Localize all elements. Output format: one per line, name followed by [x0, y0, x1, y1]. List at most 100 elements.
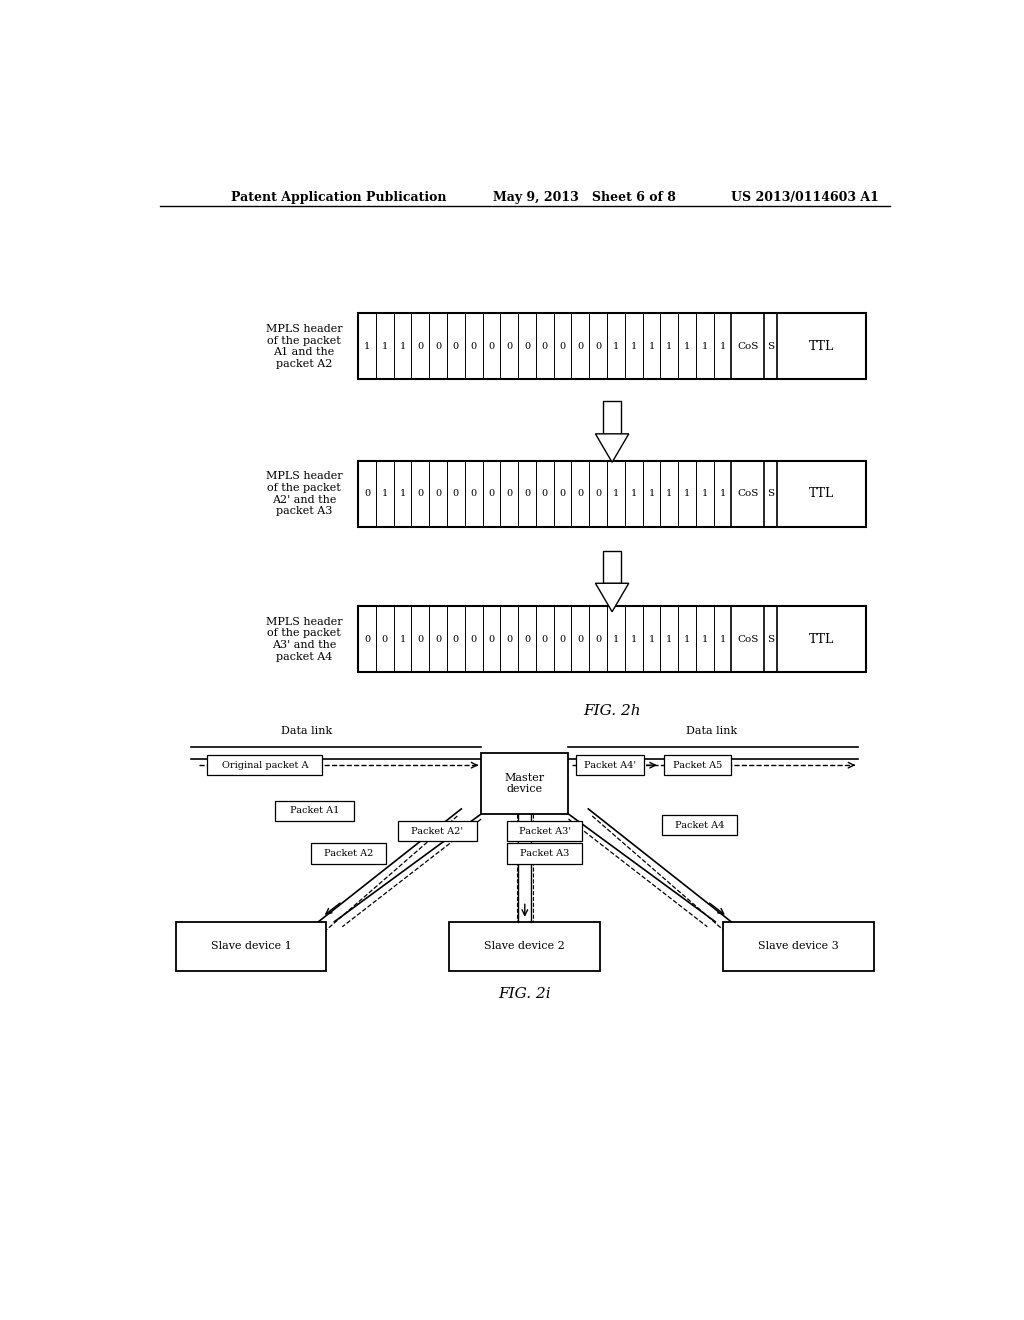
Bar — [507, 843, 582, 863]
Text: Data link: Data link — [686, 726, 737, 735]
Text: Slave device 3: Slave device 3 — [758, 941, 839, 952]
Text: 0: 0 — [506, 635, 512, 644]
Text: MPLS header
of the packet
A3' and the
packet A4: MPLS header of the packet A3' and the pa… — [265, 616, 342, 661]
Text: 1: 1 — [631, 635, 637, 644]
Text: 0: 0 — [578, 490, 584, 499]
Text: 0: 0 — [435, 635, 441, 644]
Bar — [358, 313, 866, 379]
Bar — [663, 814, 736, 836]
Text: 1: 1 — [648, 635, 654, 644]
Text: 0: 0 — [364, 635, 370, 644]
Text: 0: 0 — [595, 635, 601, 644]
Text: Patent Application Publication: Patent Application Publication — [231, 190, 446, 203]
Text: 1: 1 — [612, 635, 620, 644]
Text: FIG. 2i: FIG. 2i — [499, 987, 551, 1001]
Text: 1: 1 — [612, 342, 620, 351]
Text: 1: 1 — [631, 490, 637, 499]
Text: Packet A4: Packet A4 — [675, 821, 724, 830]
Text: 0: 0 — [471, 490, 477, 499]
Bar — [577, 755, 644, 775]
Text: 0: 0 — [453, 490, 459, 499]
Text: 0: 0 — [364, 490, 370, 499]
Text: 1: 1 — [648, 490, 654, 499]
Text: Master
device: Master device — [505, 772, 545, 795]
Bar — [274, 801, 354, 821]
Bar — [603, 550, 621, 583]
Text: 1: 1 — [399, 635, 406, 644]
Text: Packet A1: Packet A1 — [290, 807, 339, 816]
Text: 0: 0 — [471, 342, 477, 351]
Text: 1: 1 — [684, 635, 690, 644]
Text: 0: 0 — [488, 490, 495, 499]
Text: 1: 1 — [720, 490, 726, 499]
Text: 1: 1 — [666, 635, 673, 644]
Text: 0: 0 — [524, 490, 530, 499]
Text: 1: 1 — [631, 342, 637, 351]
Text: Packet A3': Packet A3' — [518, 826, 570, 836]
Text: 1: 1 — [666, 342, 673, 351]
Bar — [358, 461, 866, 527]
Text: Packet A2: Packet A2 — [324, 849, 373, 858]
Text: Packet A5: Packet A5 — [673, 760, 722, 770]
Text: 0: 0 — [595, 490, 601, 499]
Text: 0: 0 — [559, 342, 565, 351]
Text: Original packet A: Original packet A — [221, 760, 308, 770]
Text: 0: 0 — [435, 490, 441, 499]
Text: TTL: TTL — [809, 341, 835, 352]
Bar — [603, 401, 621, 434]
Text: 0: 0 — [418, 490, 424, 499]
Text: 1: 1 — [684, 342, 690, 351]
Text: 0: 0 — [418, 635, 424, 644]
Text: US 2013/0114603 A1: US 2013/0114603 A1 — [731, 190, 879, 203]
Text: FIG. 2h: FIG. 2h — [584, 704, 641, 718]
Text: Packet A4': Packet A4' — [584, 760, 636, 770]
Text: TTL: TTL — [809, 487, 835, 500]
Bar — [507, 821, 582, 841]
Text: 0: 0 — [382, 635, 388, 644]
Polygon shape — [595, 583, 629, 611]
Text: 0: 0 — [542, 490, 548, 499]
Text: 0: 0 — [578, 342, 584, 351]
Text: 0: 0 — [471, 635, 477, 644]
Text: 1: 1 — [720, 635, 726, 644]
Text: CoS: CoS — [737, 342, 759, 351]
Text: 0: 0 — [542, 635, 548, 644]
Text: 0: 0 — [559, 635, 565, 644]
Bar — [723, 921, 874, 970]
Text: 1: 1 — [720, 342, 726, 351]
Bar — [358, 606, 866, 672]
Text: 1: 1 — [701, 342, 708, 351]
Text: 0: 0 — [488, 635, 495, 644]
Text: 1: 1 — [612, 490, 620, 499]
Text: MPLS header
of the packet
A1 and the
packet A2: MPLS header of the packet A1 and the pac… — [265, 323, 342, 368]
Text: S: S — [767, 490, 774, 499]
Text: 1: 1 — [382, 342, 388, 351]
Text: Packet A2': Packet A2' — [412, 826, 464, 836]
Bar — [664, 755, 731, 775]
Bar — [481, 752, 568, 814]
Text: CoS: CoS — [737, 490, 759, 499]
Text: 1: 1 — [399, 490, 406, 499]
Text: 0: 0 — [524, 635, 530, 644]
Bar — [397, 821, 477, 841]
Bar — [207, 755, 323, 775]
Text: 1: 1 — [648, 342, 654, 351]
Text: 0: 0 — [453, 635, 459, 644]
Text: S: S — [767, 635, 774, 644]
Text: 0: 0 — [453, 342, 459, 351]
Text: 0: 0 — [542, 342, 548, 351]
Text: Slave device 1: Slave device 1 — [211, 941, 292, 952]
Bar — [176, 921, 327, 970]
Text: 1: 1 — [701, 490, 708, 499]
Text: 0: 0 — [506, 342, 512, 351]
Text: CoS: CoS — [737, 635, 759, 644]
Text: 1: 1 — [382, 490, 388, 499]
Bar — [450, 921, 600, 970]
Text: May 9, 2013   Sheet 6 of 8: May 9, 2013 Sheet 6 of 8 — [494, 190, 676, 203]
Text: 0: 0 — [435, 342, 441, 351]
Text: 0: 0 — [418, 342, 424, 351]
Polygon shape — [595, 434, 629, 462]
Text: Slave device 2: Slave device 2 — [484, 941, 565, 952]
Text: 0: 0 — [506, 490, 512, 499]
Text: 0: 0 — [559, 490, 565, 499]
